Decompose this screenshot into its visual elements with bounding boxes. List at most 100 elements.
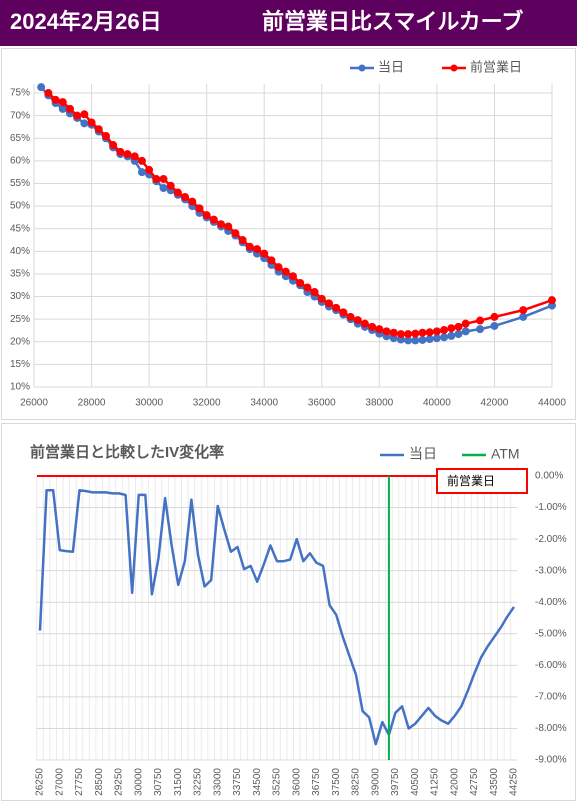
- y-tick-label: 20%: [10, 336, 30, 347]
- marker: [332, 303, 341, 312]
- marker: [58, 104, 67, 113]
- x-tick-label: 30750: [153, 768, 164, 796]
- marker: [195, 204, 204, 213]
- x-tick-label: 42750: [469, 768, 480, 796]
- marker: [476, 316, 485, 325]
- series-line: [38, 488, 516, 746]
- x-tick-label: 40000: [423, 398, 451, 409]
- y2-tick-label: -3.00%: [535, 565, 567, 576]
- x-tick-label: 33750: [232, 768, 243, 796]
- marker: [447, 324, 456, 333]
- y-tick-label: 10%: [10, 382, 30, 393]
- marker: [260, 249, 269, 258]
- marker: [425, 328, 434, 337]
- marker: [202, 211, 211, 220]
- marker: [389, 328, 398, 337]
- marker: [188, 197, 197, 206]
- marker: [440, 333, 449, 342]
- marker: [303, 283, 312, 292]
- marker: [360, 319, 369, 328]
- marker: [51, 95, 60, 104]
- x-tick-label: 27750: [74, 768, 85, 796]
- y2-tick-label: -4.00%: [535, 597, 567, 608]
- marker: [353, 316, 362, 325]
- y2-tick-label: 0.00%: [535, 471, 563, 482]
- marker: [490, 321, 499, 330]
- marker: [87, 118, 96, 127]
- marker: [368, 322, 377, 331]
- x-tick-label: 27000: [54, 768, 65, 796]
- y2-tick-label: -2.00%: [535, 534, 567, 545]
- x-tick-label: 28500: [94, 768, 105, 796]
- y2-tick-label: -1.00%: [535, 502, 567, 513]
- x-tick-label: 34000: [250, 398, 278, 409]
- marker: [173, 188, 182, 197]
- marker: [224, 222, 233, 231]
- legend-marker: [358, 64, 366, 72]
- marker: [94, 125, 103, 134]
- x-tick-label: 30000: [133, 768, 144, 796]
- marker: [80, 119, 89, 128]
- marker: [404, 330, 413, 339]
- marker: [159, 184, 168, 193]
- x-tick-label: 26250: [35, 768, 46, 796]
- x-tick-label: 40500: [410, 768, 421, 796]
- x-tick-label: 38000: [365, 398, 393, 409]
- x-tick-label: 35250: [272, 768, 283, 796]
- y2-tick-label: -7.00%: [535, 692, 567, 703]
- marker: [418, 335, 427, 344]
- legend-label: 当日: [409, 446, 437, 462]
- x-tick-label: 32000: [193, 398, 221, 409]
- x-tick-label: 30000: [135, 398, 163, 409]
- x-tick-label: 38250: [351, 768, 362, 796]
- marker: [324, 299, 333, 308]
- marker: [418, 328, 427, 337]
- y-tick-label: 50%: [10, 201, 30, 212]
- marker: [411, 329, 420, 338]
- marker: [65, 104, 74, 113]
- x-tick-label: 28000: [78, 398, 106, 409]
- marker: [44, 89, 53, 98]
- marker: [548, 296, 556, 305]
- marker: [101, 132, 110, 141]
- marker: [159, 174, 168, 183]
- y2-tick-label: -5.00%: [535, 628, 567, 639]
- marker: [137, 168, 146, 177]
- y-tick-label: 70%: [10, 110, 30, 121]
- marker: [58, 98, 67, 107]
- x-tick-label: 34500: [252, 768, 263, 796]
- x-tick-label: 44000: [538, 398, 566, 409]
- marker: [454, 322, 463, 331]
- marker: [145, 165, 154, 174]
- marker: [217, 220, 226, 229]
- marker: [375, 325, 384, 334]
- y-tick-label: 25%: [10, 314, 30, 325]
- x-tick-label: 36750: [311, 768, 322, 796]
- x-tick-label: 36000: [308, 398, 336, 409]
- marker: [209, 215, 218, 224]
- marker: [137, 156, 146, 165]
- x-tick-label: 42000: [449, 768, 460, 796]
- header-date: 2024年2月26日: [10, 9, 162, 34]
- marker: [73, 111, 82, 120]
- marker: [432, 334, 441, 343]
- marker: [447, 331, 456, 340]
- marker: [116, 147, 125, 156]
- marker: [245, 242, 254, 251]
- marker: [238, 236, 247, 245]
- x-tick-label: 36000: [291, 768, 302, 796]
- marker: [454, 330, 463, 339]
- marker: [274, 263, 283, 272]
- y-tick-label: 55%: [10, 178, 30, 189]
- legend-marker: [450, 64, 458, 72]
- x-tick-label: 39000: [370, 768, 381, 796]
- marker: [267, 256, 276, 265]
- marker: [231, 229, 240, 238]
- legend-label: 前営業日: [470, 59, 522, 74]
- marker: [411, 336, 420, 345]
- header-bar: [0, 0, 577, 46]
- marker: [346, 312, 355, 321]
- y2-tick-label: -9.00%: [535, 755, 567, 766]
- y-tick-label: 60%: [10, 156, 30, 167]
